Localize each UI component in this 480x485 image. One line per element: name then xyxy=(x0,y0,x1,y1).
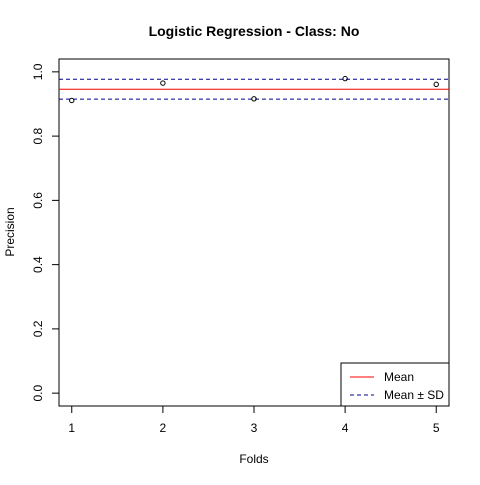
y-tick-label: 0.8 xyxy=(31,127,45,144)
y-axis: 0.0 0.2 0.4 0.6 0.8 1.0 xyxy=(31,63,59,401)
chart-title: Logistic Regression - Class: No xyxy=(149,23,360,39)
data-point xyxy=(69,97,75,104)
y-axis-label: Precision xyxy=(3,207,17,256)
x-axis: 1 2 3 4 5 xyxy=(68,406,440,435)
data-point xyxy=(433,81,439,88)
reference-lines xyxy=(59,78,449,100)
legend-sd-label: Mean ± SD xyxy=(384,388,444,402)
x-axis-label: Folds xyxy=(239,452,268,466)
data-point xyxy=(251,96,257,102)
x-tick-label: 3 xyxy=(251,421,258,435)
y-tick-label: 0.4 xyxy=(31,256,45,273)
data-point xyxy=(342,75,348,82)
legend: Mean Mean ± SD xyxy=(340,362,450,407)
y-tick-label: 0.2 xyxy=(31,320,45,337)
x-tick-label: 5 xyxy=(433,421,440,435)
x-tick-label: 1 xyxy=(68,421,75,435)
x-tick-label: 2 xyxy=(160,421,167,435)
y-tick-label: 0.0 xyxy=(31,384,45,401)
y-tick-label: 0.6 xyxy=(31,192,45,209)
legend-box xyxy=(340,362,450,407)
y-tick-label: 1.0 xyxy=(31,63,45,80)
data-points xyxy=(69,75,439,104)
x-tick-label: 4 xyxy=(342,421,349,435)
data-point xyxy=(160,80,166,86)
legend-mean-label: Mean xyxy=(384,370,414,384)
